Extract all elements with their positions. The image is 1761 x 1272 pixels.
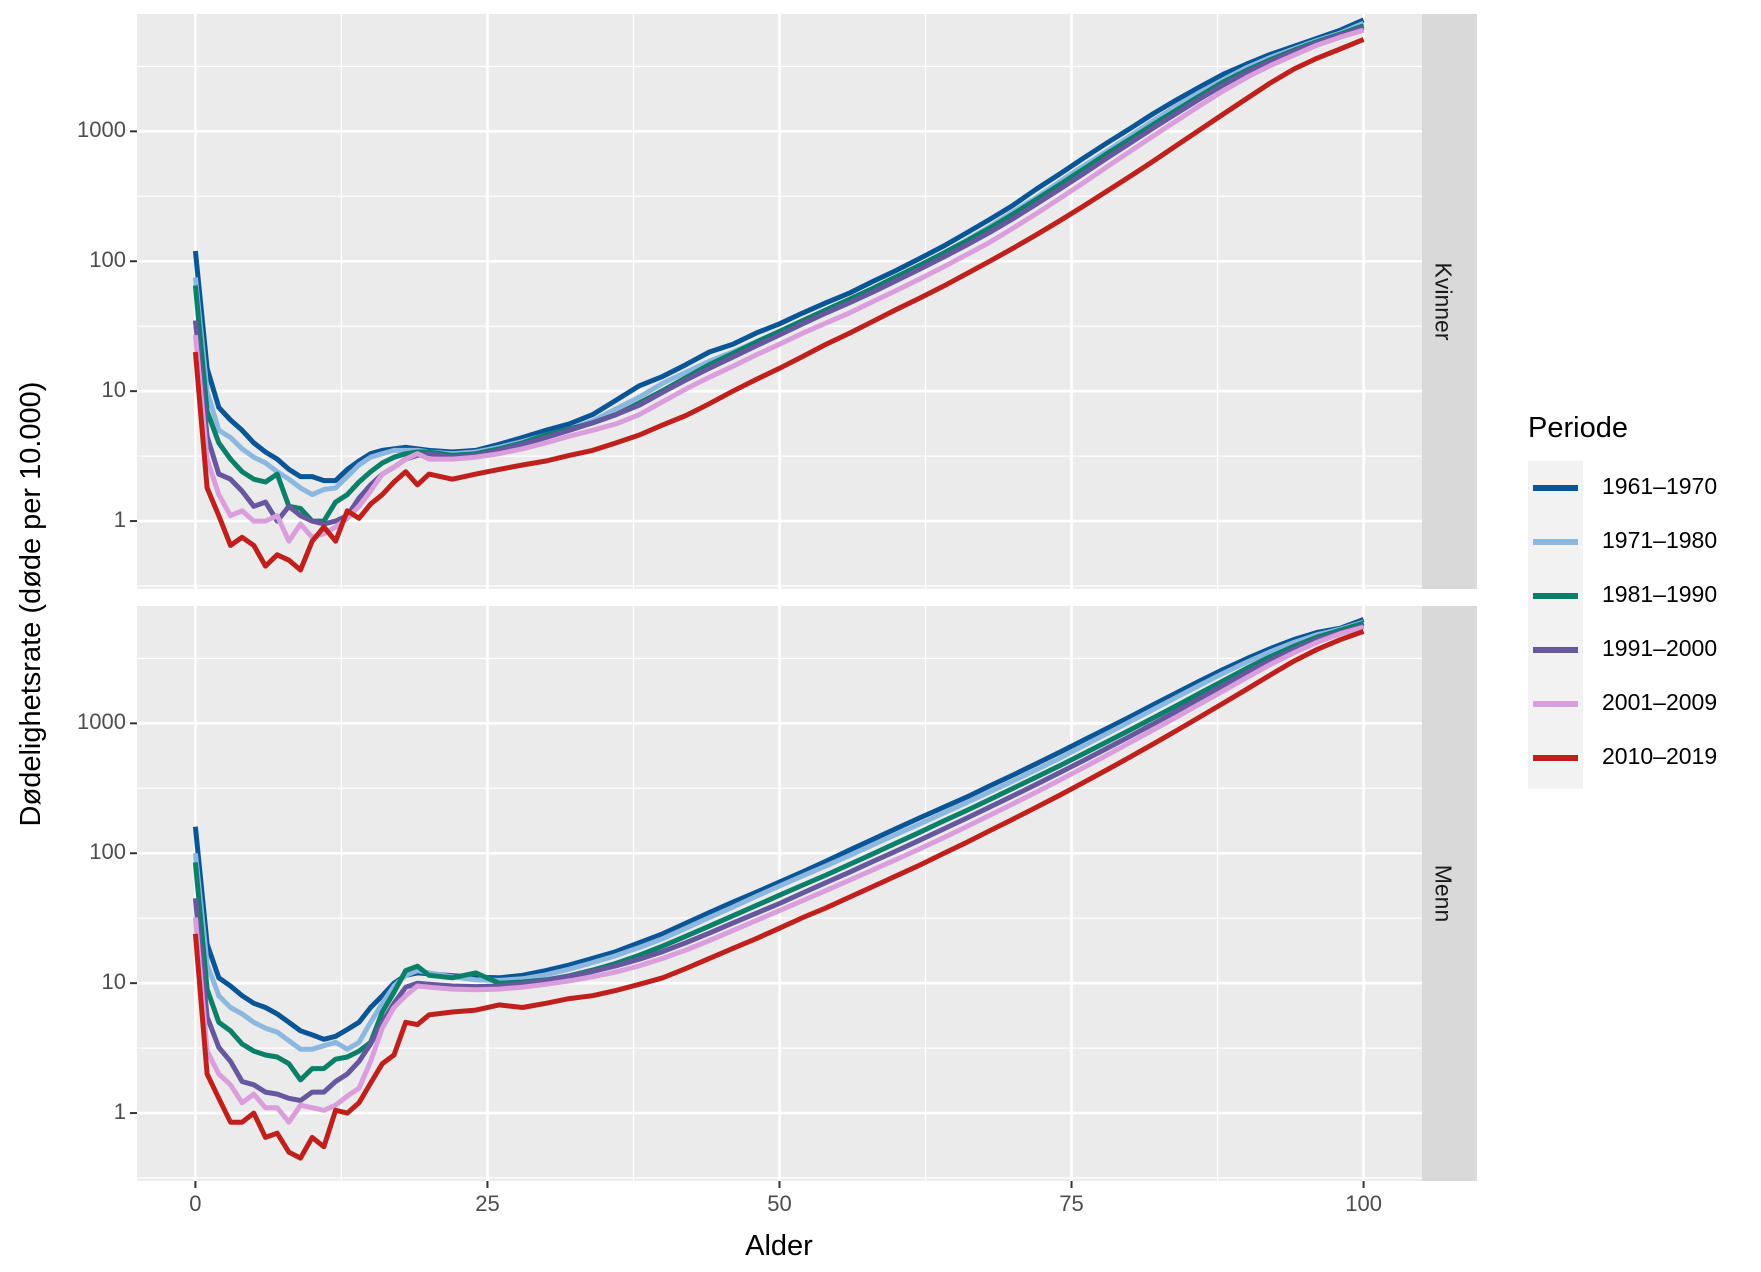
series-line	[192, 37, 1365, 573]
y-tick-label: 1	[114, 507, 126, 532]
series-line	[192, 617, 1365, 1042]
strip-label-kvinner: Kvinner	[1430, 263, 1456, 341]
legend-label: 1981–1990	[1602, 581, 1717, 607]
series-line	[192, 20, 1365, 498]
y-tick-label: 1	[114, 1099, 126, 1124]
legend-items: 1961–1970 1971–1980 1981–1990 1991–2000 2001…	[1533, 473, 1717, 769]
grid-major	[137, 14, 1422, 589]
series-lines	[192, 17, 1365, 573]
x-tick-label: 25	[475, 1191, 499, 1216]
y-tick-label: 100	[89, 247, 126, 272]
facet-strip	[1422, 606, 1477, 1181]
y-axis: 1 10 100 1000	[77, 117, 137, 532]
legend-title: Periode	[1528, 412, 1628, 444]
legend: Periode 1961–1970 1971–1980 1981–1990 1991–…	[1528, 412, 1717, 789]
x-tick-label: 100	[1345, 1191, 1382, 1216]
y-axis: 1 10 100 1000	[77, 709, 137, 1124]
strip-label-menn: Menn	[1430, 865, 1456, 923]
series-line	[192, 17, 1365, 484]
y-tick-label: 1000	[77, 709, 126, 734]
x-axis-title: Alder	[745, 1230, 813, 1262]
series-line	[192, 623, 1365, 1103]
legend-label: 2001–2009	[1602, 689, 1717, 715]
y-tick-label: 1000	[77, 117, 126, 142]
grid-major	[137, 606, 1422, 1181]
series-line	[192, 620, 1365, 1083]
y-tick-label: 10	[102, 969, 126, 994]
series-line	[192, 25, 1365, 527]
x-tick-label: 50	[767, 1191, 791, 1216]
y-axis-title: Dødelighetsrate (døde per 10.000)	[15, 382, 47, 827]
facet-strip	[1422, 14, 1477, 589]
legend-label: 2010–2019	[1602, 743, 1717, 769]
panel-kvinner: 1 10 100 1000 Kvinner	[77, 14, 1477, 589]
x-axis: 0 25 50 75 100	[189, 1181, 1382, 1216]
legend-key-background	[1528, 461, 1583, 789]
series-lines	[192, 617, 1365, 1161]
y-tick-label: 100	[89, 839, 126, 864]
series-line	[192, 629, 1365, 1161]
legend-label: 1991–2000	[1602, 635, 1717, 661]
series-line	[192, 619, 1365, 1052]
panel-menn: 1 10 100 1000 Menn	[77, 606, 1477, 1181]
x-tick-label: 75	[1059, 1191, 1083, 1216]
legend-label: 1971–1980	[1602, 527, 1717, 553]
legend-label: 1961–1970	[1602, 473, 1717, 499]
y-tick-label: 10	[102, 377, 126, 402]
series-line	[192, 624, 1365, 1125]
x-tick-label: 0	[189, 1191, 201, 1216]
